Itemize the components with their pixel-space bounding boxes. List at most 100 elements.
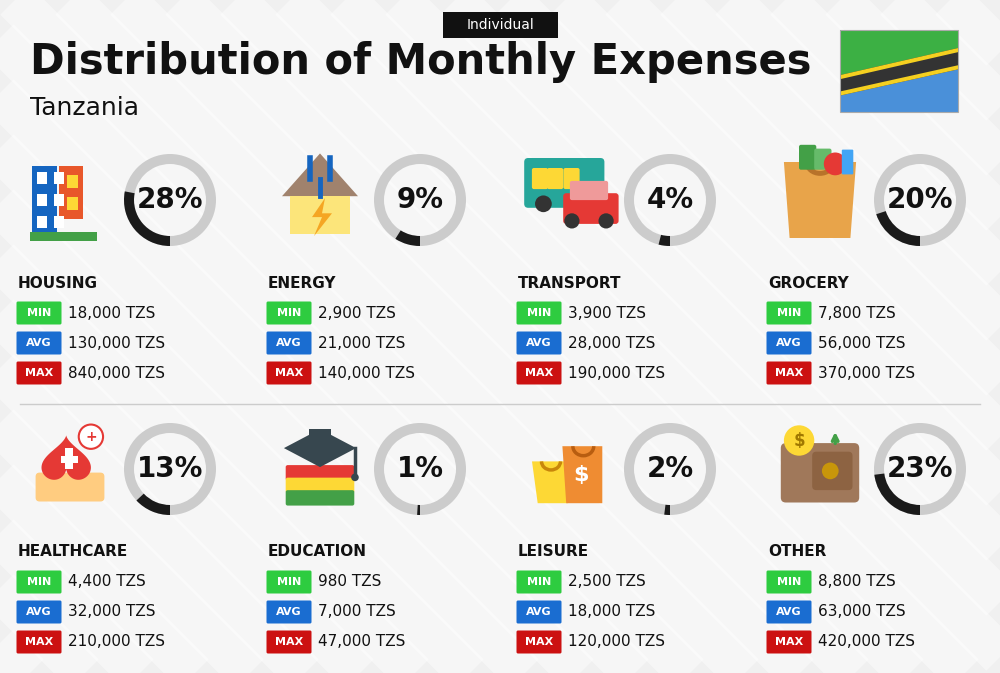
- FancyBboxPatch shape: [563, 193, 619, 224]
- Polygon shape: [284, 429, 356, 467]
- Text: MIN: MIN: [277, 308, 301, 318]
- Text: Individual: Individual: [466, 18, 534, 32]
- Wedge shape: [374, 423, 466, 515]
- Text: 370,000 TZS: 370,000 TZS: [818, 365, 915, 380]
- Polygon shape: [840, 65, 958, 96]
- FancyBboxPatch shape: [286, 465, 354, 481]
- Text: AVG: AVG: [26, 607, 52, 617]
- Text: 28,000 TZS: 28,000 TZS: [568, 336, 655, 351]
- FancyBboxPatch shape: [16, 361, 62, 384]
- Text: MIN: MIN: [27, 308, 51, 318]
- Polygon shape: [312, 198, 332, 236]
- FancyBboxPatch shape: [54, 215, 64, 227]
- FancyBboxPatch shape: [266, 361, 312, 384]
- Wedge shape: [874, 474, 920, 515]
- FancyBboxPatch shape: [842, 149, 853, 174]
- FancyBboxPatch shape: [767, 332, 812, 355]
- Text: OTHER: OTHER: [768, 544, 826, 559]
- Polygon shape: [840, 59, 958, 112]
- Text: 130,000 TZS: 130,000 TZS: [68, 336, 165, 351]
- Circle shape: [598, 213, 614, 229]
- Text: MIN: MIN: [777, 308, 801, 318]
- Text: AVG: AVG: [276, 607, 302, 617]
- FancyBboxPatch shape: [781, 443, 859, 503]
- Circle shape: [577, 195, 594, 212]
- Text: AVG: AVG: [526, 607, 552, 617]
- FancyBboxPatch shape: [814, 149, 832, 170]
- FancyBboxPatch shape: [16, 332, 62, 355]
- FancyBboxPatch shape: [266, 571, 312, 594]
- FancyBboxPatch shape: [812, 452, 852, 490]
- Text: 140,000 TZS: 140,000 TZS: [318, 365, 415, 380]
- FancyBboxPatch shape: [37, 215, 47, 227]
- FancyBboxPatch shape: [570, 181, 608, 200]
- Text: HEALTHCARE: HEALTHCARE: [18, 544, 128, 559]
- Text: +: +: [85, 429, 97, 444]
- Text: 56,000 TZS: 56,000 TZS: [818, 336, 906, 351]
- Text: 190,000 TZS: 190,000 TZS: [568, 365, 665, 380]
- FancyBboxPatch shape: [30, 232, 97, 241]
- Text: 3,900 TZS: 3,900 TZS: [568, 306, 646, 320]
- FancyBboxPatch shape: [767, 600, 812, 623]
- Wedge shape: [136, 493, 170, 515]
- Polygon shape: [840, 48, 958, 79]
- FancyBboxPatch shape: [524, 158, 604, 208]
- Circle shape: [824, 153, 847, 175]
- FancyBboxPatch shape: [67, 175, 78, 188]
- Wedge shape: [374, 154, 466, 246]
- Text: AVG: AVG: [526, 338, 552, 348]
- FancyBboxPatch shape: [266, 332, 312, 355]
- Wedge shape: [664, 505, 670, 515]
- Text: 980 TZS: 980 TZS: [318, 575, 381, 590]
- Polygon shape: [562, 446, 602, 503]
- FancyBboxPatch shape: [532, 168, 548, 189]
- Text: Distribution of Monthly Expenses: Distribution of Monthly Expenses: [30, 41, 812, 83]
- FancyBboxPatch shape: [16, 600, 62, 623]
- Text: 9%: 9%: [396, 186, 444, 214]
- Polygon shape: [784, 162, 856, 238]
- FancyBboxPatch shape: [516, 571, 562, 594]
- FancyBboxPatch shape: [286, 490, 354, 505]
- Polygon shape: [42, 435, 91, 480]
- FancyBboxPatch shape: [54, 172, 64, 184]
- Wedge shape: [124, 423, 216, 515]
- FancyBboxPatch shape: [799, 145, 816, 170]
- FancyBboxPatch shape: [266, 631, 312, 653]
- Text: TRANSPORT: TRANSPORT: [518, 275, 622, 291]
- Text: 47,000 TZS: 47,000 TZS: [318, 635, 405, 649]
- FancyBboxPatch shape: [309, 429, 331, 450]
- FancyBboxPatch shape: [767, 302, 812, 324]
- Wedge shape: [624, 423, 716, 515]
- Text: MIN: MIN: [777, 577, 801, 587]
- Text: ENERGY: ENERGY: [268, 275, 336, 291]
- Text: MIN: MIN: [527, 577, 551, 587]
- Text: 20%: 20%: [887, 186, 953, 214]
- Text: 4,400 TZS: 4,400 TZS: [68, 575, 146, 590]
- FancyBboxPatch shape: [767, 361, 812, 384]
- Text: HOUSING: HOUSING: [18, 275, 98, 291]
- Polygon shape: [532, 462, 568, 503]
- Text: MAX: MAX: [775, 637, 803, 647]
- Text: 840,000 TZS: 840,000 TZS: [68, 365, 165, 380]
- Text: AVG: AVG: [26, 338, 52, 348]
- Wedge shape: [874, 423, 966, 515]
- Text: $: $: [793, 431, 805, 450]
- Text: MIN: MIN: [27, 577, 51, 587]
- FancyBboxPatch shape: [516, 302, 562, 324]
- Text: MAX: MAX: [525, 368, 553, 378]
- Text: AVG: AVG: [276, 338, 302, 348]
- Circle shape: [822, 462, 839, 479]
- Wedge shape: [874, 154, 966, 246]
- FancyBboxPatch shape: [286, 478, 354, 493]
- Text: MAX: MAX: [25, 637, 53, 647]
- Text: 7,800 TZS: 7,800 TZS: [818, 306, 896, 320]
- Text: 18,000 TZS: 18,000 TZS: [568, 604, 655, 620]
- Polygon shape: [840, 30, 958, 112]
- FancyBboxPatch shape: [16, 302, 62, 324]
- Text: MAX: MAX: [775, 368, 803, 378]
- Text: 2%: 2%: [646, 455, 694, 483]
- FancyBboxPatch shape: [36, 472, 104, 501]
- Text: MAX: MAX: [275, 637, 303, 647]
- FancyBboxPatch shape: [266, 600, 312, 623]
- FancyBboxPatch shape: [516, 332, 562, 355]
